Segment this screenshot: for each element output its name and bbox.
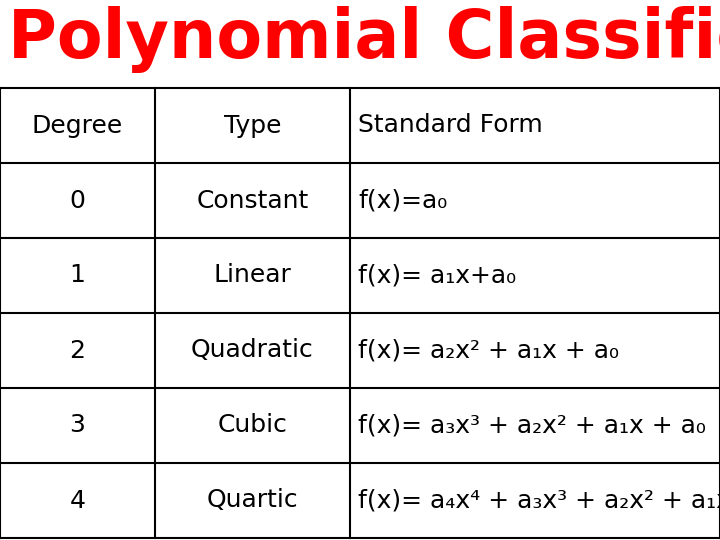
Text: Degree: Degree — [32, 113, 123, 138]
Text: 3: 3 — [70, 414, 86, 437]
Text: Linear: Linear — [214, 264, 292, 287]
Text: 1: 1 — [70, 264, 86, 287]
Text: 0: 0 — [70, 188, 86, 213]
Text: Cubic: Cubic — [217, 414, 287, 437]
Text: Type: Type — [224, 113, 282, 138]
Text: 4: 4 — [70, 489, 86, 512]
Text: Polynomial Classifications: Polynomial Classifications — [8, 6, 720, 73]
Text: Constant: Constant — [197, 188, 309, 213]
Text: f(x)= a₁x+a₀: f(x)= a₁x+a₀ — [358, 264, 516, 287]
Text: 2: 2 — [70, 339, 86, 362]
Text: f(x)= a₂x² + a₁x + a₀: f(x)= a₂x² + a₁x + a₀ — [358, 339, 619, 362]
Text: Quartic: Quartic — [207, 489, 298, 512]
Text: f(x)= a₃x³ + a₂x² + a₁x + a₀: f(x)= a₃x³ + a₂x² + a₁x + a₀ — [358, 414, 706, 437]
Text: f(x)= a₄x⁴ + a₃x³ + a₂x² + a₁x +a₀: f(x)= a₄x⁴ + a₃x³ + a₂x² + a₁x +a₀ — [358, 489, 720, 512]
Text: Standard Form: Standard Form — [358, 113, 543, 138]
Text: Quadratic: Quadratic — [191, 339, 314, 362]
Text: f(x)=a₀: f(x)=a₀ — [358, 188, 447, 213]
